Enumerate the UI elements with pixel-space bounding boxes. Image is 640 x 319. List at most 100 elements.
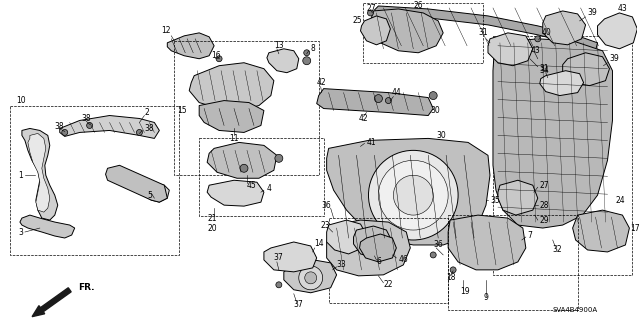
Text: 9: 9: [484, 293, 489, 302]
Text: 10: 10: [16, 96, 26, 105]
Circle shape: [367, 10, 374, 16]
Text: 33: 33: [337, 260, 346, 269]
Polygon shape: [374, 6, 598, 51]
Polygon shape: [326, 138, 490, 245]
Circle shape: [275, 154, 283, 162]
Text: 29: 29: [540, 216, 549, 225]
Text: 25: 25: [353, 16, 362, 26]
Text: 37: 37: [294, 300, 303, 309]
Text: 1: 1: [18, 171, 22, 180]
Text: 44: 44: [392, 88, 401, 97]
Text: 7: 7: [528, 231, 532, 240]
Circle shape: [216, 56, 222, 62]
Polygon shape: [326, 220, 367, 254]
Polygon shape: [284, 260, 337, 293]
Text: 41: 41: [367, 138, 376, 147]
Text: 8: 8: [310, 44, 316, 53]
Polygon shape: [199, 100, 264, 132]
Text: 17: 17: [630, 224, 640, 233]
Polygon shape: [22, 129, 58, 220]
Text: 40: 40: [542, 28, 552, 37]
Text: 11: 11: [229, 134, 239, 143]
Polygon shape: [498, 180, 538, 215]
Bar: [364, 3, 483, 63]
Text: 32: 32: [553, 245, 563, 255]
Polygon shape: [264, 242, 317, 272]
Polygon shape: [207, 180, 264, 206]
Circle shape: [276, 282, 282, 288]
Polygon shape: [167, 33, 214, 59]
Polygon shape: [353, 226, 392, 258]
Text: 19: 19: [460, 287, 470, 296]
Text: 16: 16: [211, 51, 221, 60]
Text: 30: 30: [436, 131, 446, 140]
Polygon shape: [267, 49, 299, 73]
Polygon shape: [140, 183, 170, 202]
Circle shape: [429, 92, 437, 100]
Circle shape: [305, 272, 317, 284]
Text: 23: 23: [321, 220, 330, 230]
Text: 6: 6: [376, 257, 381, 266]
Circle shape: [374, 95, 383, 103]
Polygon shape: [540, 71, 584, 96]
Text: 39: 39: [609, 54, 620, 63]
Text: 36: 36: [322, 201, 332, 210]
Circle shape: [450, 267, 456, 273]
Text: 26: 26: [413, 2, 423, 11]
Polygon shape: [207, 142, 277, 178]
Polygon shape: [28, 133, 50, 212]
Text: FR.: FR.: [77, 283, 94, 292]
Text: 35: 35: [490, 196, 500, 205]
Text: 18: 18: [446, 273, 456, 282]
Text: 37: 37: [274, 253, 284, 263]
Circle shape: [378, 160, 448, 230]
Text: 28: 28: [540, 201, 549, 210]
Polygon shape: [189, 63, 274, 110]
Polygon shape: [60, 115, 159, 138]
Circle shape: [240, 164, 248, 172]
Circle shape: [369, 150, 458, 240]
Text: 45: 45: [247, 181, 257, 190]
Text: 24: 24: [616, 196, 625, 205]
Text: 20: 20: [207, 224, 217, 233]
Polygon shape: [371, 9, 443, 53]
Polygon shape: [488, 33, 532, 66]
Text: 43: 43: [618, 4, 627, 13]
Polygon shape: [326, 220, 410, 276]
Text: 27: 27: [540, 181, 549, 190]
Polygon shape: [573, 210, 629, 252]
Text: 38: 38: [82, 114, 92, 123]
Polygon shape: [360, 16, 390, 45]
Text: 36: 36: [433, 241, 443, 249]
Circle shape: [385, 98, 392, 104]
Circle shape: [61, 130, 68, 136]
Text: 46: 46: [398, 256, 408, 264]
Bar: [448, 215, 578, 310]
Text: 3: 3: [18, 227, 23, 236]
Text: 21: 21: [207, 214, 217, 223]
Text: 4: 4: [267, 184, 272, 193]
Polygon shape: [598, 13, 637, 49]
Circle shape: [303, 57, 310, 65]
Text: 13: 13: [274, 41, 284, 50]
Text: 42: 42: [358, 114, 368, 123]
Text: 38: 38: [55, 122, 65, 131]
Text: SVA4B4900A: SVA4B4900A: [553, 307, 598, 313]
FancyArrow shape: [32, 288, 71, 317]
Polygon shape: [493, 39, 612, 228]
Polygon shape: [360, 234, 396, 262]
Text: 31: 31: [478, 28, 488, 37]
Text: 12: 12: [161, 26, 171, 35]
Circle shape: [394, 175, 433, 215]
Polygon shape: [106, 165, 167, 202]
Bar: [329, 218, 448, 303]
Polygon shape: [563, 53, 609, 85]
Bar: [199, 138, 324, 216]
Text: 42: 42: [317, 78, 326, 87]
Bar: [493, 36, 632, 275]
Polygon shape: [20, 215, 75, 238]
Text: 30: 30: [430, 106, 440, 115]
Polygon shape: [448, 215, 526, 270]
Circle shape: [430, 252, 436, 258]
Circle shape: [86, 122, 93, 129]
